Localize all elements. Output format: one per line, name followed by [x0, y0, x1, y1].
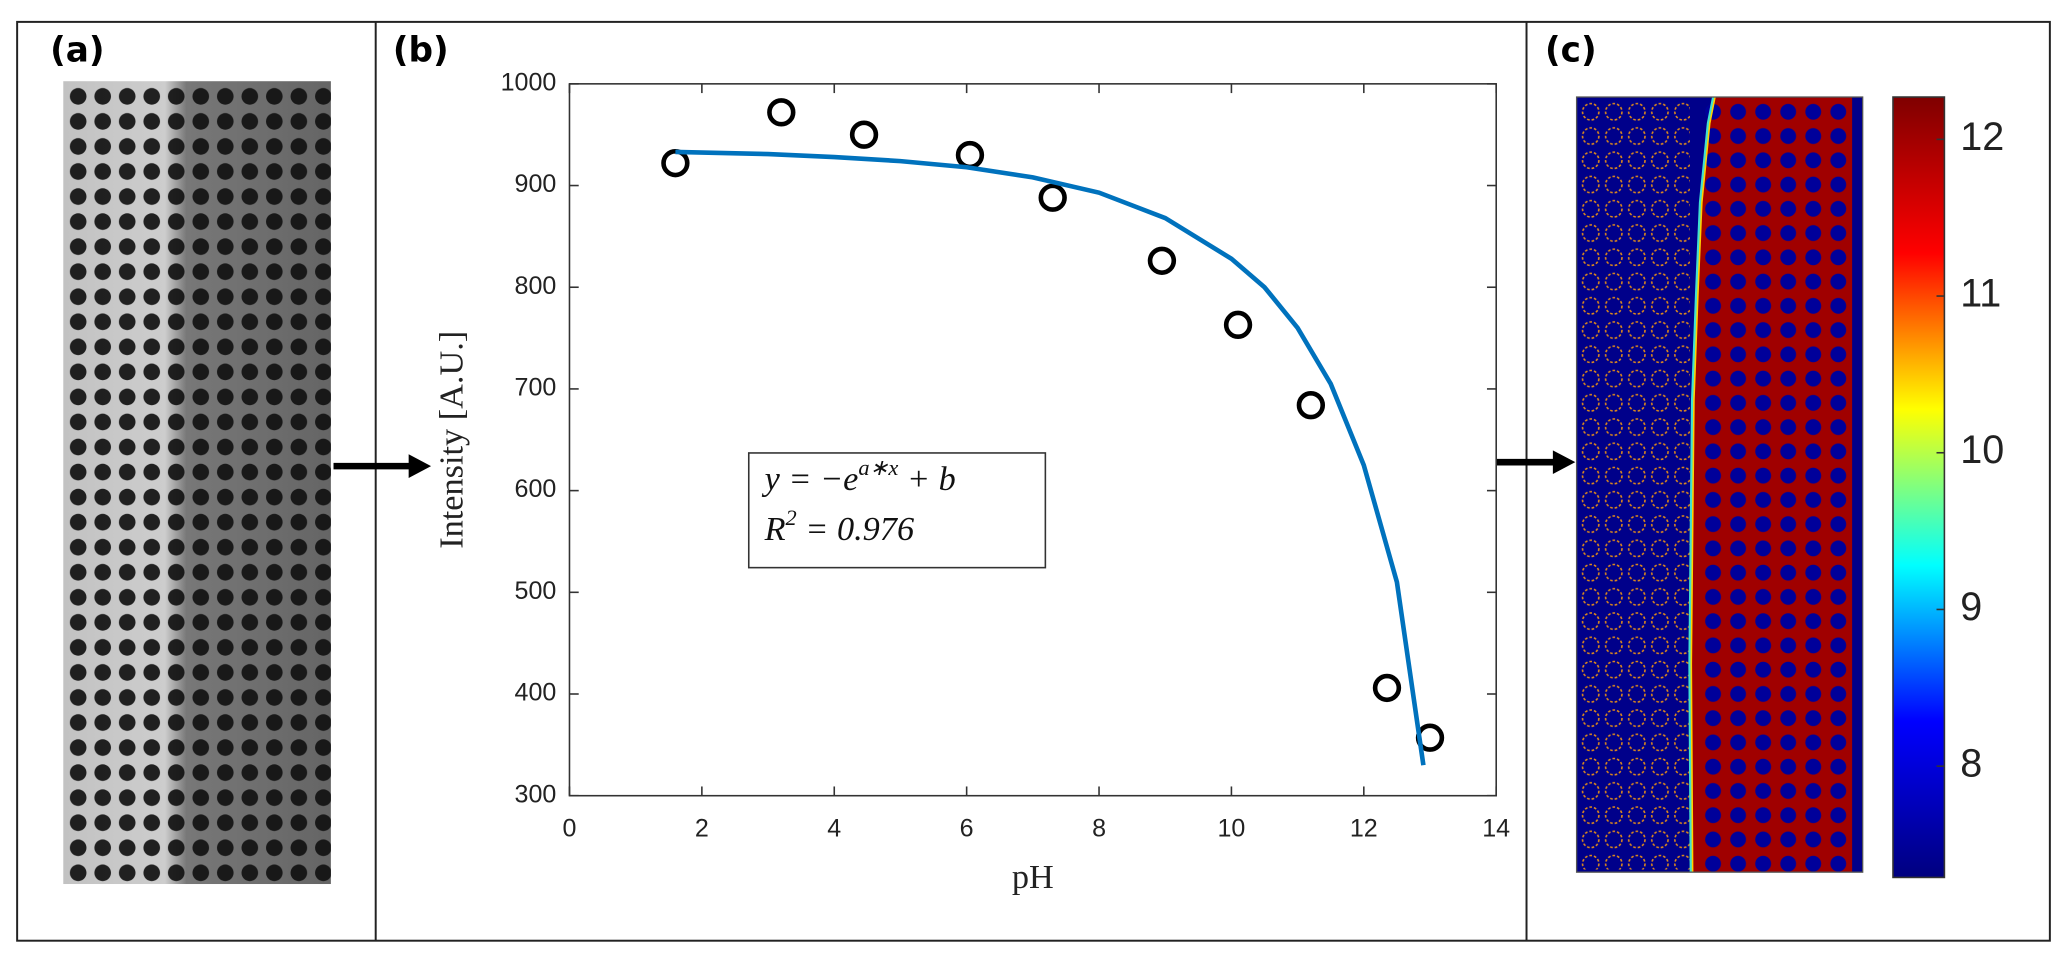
data-point — [849, 120, 879, 149]
x-tick-label: 6 — [960, 815, 974, 843]
y-tick-label: 400 — [515, 679, 557, 707]
x-axis-label: pH — [1012, 858, 1054, 896]
x-tick-label: 10 — [1218, 815, 1246, 843]
y-tick-label: 800 — [515, 272, 557, 300]
y-tick-label: 600 — [515, 475, 557, 503]
annotation-superscript: a∗x — [858, 455, 898, 480]
annotation-box — [747, 452, 1047, 569]
annotation: R2 = 0.976 — [764, 505, 915, 548]
x-tick-label: 2 — [695, 815, 709, 843]
colorbar-tick-label: 10 — [1960, 428, 2004, 472]
x-tick-label: 0 — [563, 815, 577, 843]
colorbar-tick-label: 12 — [1960, 115, 2004, 159]
front — [1688, 96, 1716, 873]
micrograph — [63, 81, 331, 885]
colorbar-tick-label: 8 — [1960, 742, 1982, 786]
arrow-head — [1552, 450, 1576, 475]
data-point — [1372, 673, 1402, 703]
front — [1690, 96, 1716, 873]
annotation-text: R — [764, 510, 786, 548]
annotation-superscript: 2 — [786, 505, 797, 530]
image-border — [1575, 96, 1864, 873]
colorbar-tick-label: 11 — [1960, 271, 2001, 315]
fit-line — [675, 149, 1426, 766]
x-tick-label: 8 — [1092, 815, 1106, 843]
arrow-head — [408, 454, 432, 478]
data-point — [1038, 183, 1067, 212]
annotation-text: = 0.976 — [797, 510, 914, 548]
arrow — [333, 454, 432, 478]
image-dots — [63, 81, 331, 885]
y-tick-label: 1000 — [501, 68, 557, 96]
image-dots — [1700, 97, 1853, 873]
data-point — [1223, 310, 1253, 340]
panel-label: (b) — [393, 31, 449, 71]
data-point — [1296, 391, 1326, 420]
x-tick-label: 4 — [827, 815, 841, 843]
annotation-text: y = −e — [762, 460, 859, 498]
simulation-image — [1575, 96, 1864, 873]
y-tick-label: 300 — [515, 780, 557, 808]
x-tick-label: 14 — [1482, 815, 1510, 843]
y-tick-label: 900 — [515, 170, 557, 198]
data-point — [1147, 246, 1177, 275]
annotation-text: + b — [898, 460, 955, 498]
panel-label: (a) — [50, 31, 104, 71]
colorbar — [1892, 96, 1946, 879]
data-point — [661, 148, 690, 178]
data-point — [767, 98, 796, 127]
y-axis-label: Intensity [A.U.] — [433, 331, 471, 549]
annotation: y = −ea∗x + b — [762, 455, 956, 498]
y-tick-label: 700 — [515, 374, 557, 402]
image-rings — [1579, 99, 1690, 870]
y-tick-label: 500 — [515, 577, 557, 605]
frame — [16, 20, 2051, 942]
colorbar-tick-label: 9 — [1960, 585, 1982, 629]
plot-area — [568, 83, 1497, 797]
panel-label: (c) — [1545, 31, 1597, 71]
x-tick-label: 12 — [1350, 815, 1378, 843]
